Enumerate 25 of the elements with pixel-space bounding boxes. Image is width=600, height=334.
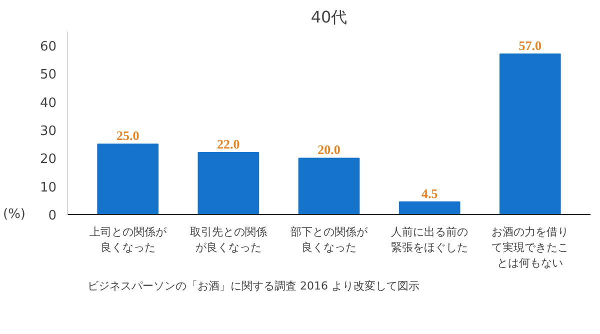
bar — [298, 158, 360, 214]
y-tick-label: 60 — [40, 40, 57, 55]
y-tick-label: 40 — [40, 96, 57, 111]
y-tick-label: 30 — [40, 124, 57, 140]
x-tick-label: 取引先との関係が良くなった — [190, 226, 267, 254]
bar — [398, 201, 460, 214]
data-label: 57.0 — [518, 38, 542, 54]
text: ビジネスパーソンの「お酒」に関する調査 2016 より改変して図示 — [88, 280, 420, 292]
x-tick-label: 部下との関係が良くなった — [290, 226, 368, 254]
y-tick-label: 0 — [48, 208, 57, 224]
y-tick-label: 50 — [40, 68, 57, 83]
y-tick-label: 20 — [40, 152, 57, 168]
x-tick-label: お酒の力を借りて実現できたことは何もない — [492, 226, 569, 270]
bar — [198, 152, 260, 214]
x-tick-label: 人前に出る前の緊張をほぐした — [391, 226, 468, 254]
data-label: 20.0 — [318, 142, 340, 158]
y-tick-label: 10 — [40, 180, 57, 196]
data-label: 25.0 — [116, 128, 140, 144]
data-label: 4.5 — [421, 186, 438, 201]
data-label: 22.0 — [217, 136, 240, 152]
bar — [97, 144, 159, 214]
y-axis-title: (%) — [3, 207, 26, 222]
x-tick-label: 上司との関係が良くなった — [89, 226, 168, 254]
bar — [499, 54, 561, 214]
chart-title: 40代 — [310, 8, 348, 26]
